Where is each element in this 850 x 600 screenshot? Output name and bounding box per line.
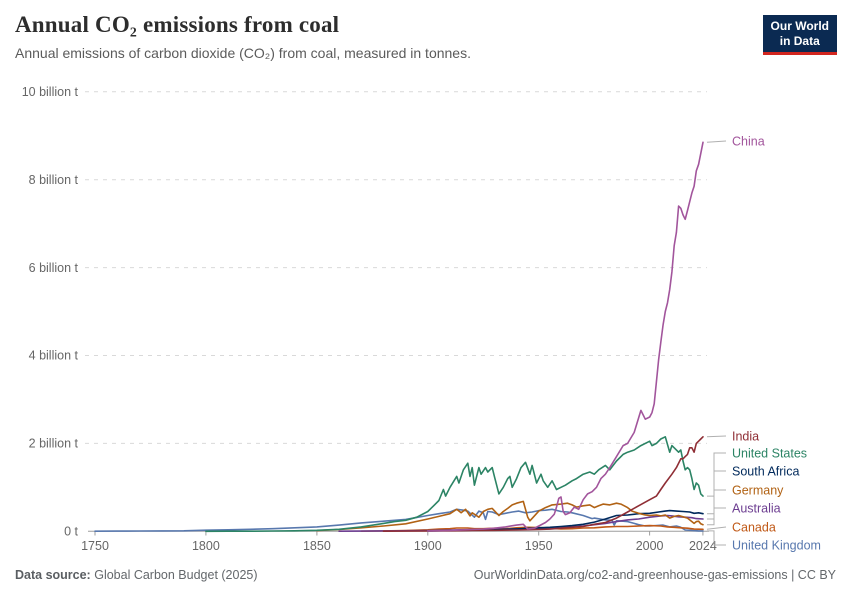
series-label-china[interactable]: China: [732, 135, 765, 149]
line-india[interactable]: [382, 435, 704, 533]
x-tick-label-2000: 2000: [636, 539, 664, 553]
line-south-africa[interactable]: [426, 509, 704, 532]
label-connector-germany: [707, 489, 726, 526]
label-connector-canada: [706, 526, 727, 530]
label-connector-china: [706, 140, 727, 143]
y-axis-labels: 0 t 2 billion t 4 billion t 6 billion t …: [22, 85, 79, 539]
chart-subtitle: Annual emissions of carbon dioxide (CO₂)…: [15, 45, 471, 61]
label-connector-south-africa: [707, 470, 726, 515]
series-label-india[interactable]: India: [732, 430, 759, 444]
series-label-australia[interactable]: Australia: [732, 502, 781, 516]
series-label-united-kingdom[interactable]: United Kingdom: [732, 539, 821, 553]
series-label-canada[interactable]: Canada: [732, 521, 776, 535]
series-lines: [94, 141, 704, 533]
gridlines: [85, 91, 709, 532]
line-germany[interactable]: [316, 500, 704, 532]
line-china[interactable]: [426, 141, 704, 532]
y-tick-label-2: 2 billion t: [29, 437, 79, 451]
owid-logo[interactable]: Our World in Data: [762, 15, 837, 55]
chart-footer: Data source: Global Carbon Budget (2025)…: [15, 568, 836, 582]
x-tick-label-1900: 1900: [414, 539, 442, 553]
x-tick-label-1800: 1800: [192, 539, 220, 553]
owid-logo-line1: Our World: [770, 19, 829, 33]
x-tick-label-2024: 2024: [689, 539, 717, 553]
series-label-connectors: [706, 140, 727, 546]
series-label-united-states[interactable]: United States: [732, 447, 807, 461]
data-source-label: Data source:: [15, 568, 91, 582]
y-tick-label-10: 10 billion t: [22, 85, 79, 99]
label-connector-united-states: [707, 452, 726, 497]
page-title: Annual CO₂ emissions from coal: [15, 12, 340, 37]
chart-header: Annual CO₂ emissions from coal Annual em…: [15, 12, 755, 61]
x-tick-label-1850: 1850: [303, 539, 331, 553]
y-tick-label-6: 6 billion t: [29, 261, 79, 275]
series-label-germany[interactable]: Germany: [732, 484, 784, 498]
label-connector-india: [706, 435, 727, 438]
series-labels: China India United States South Africa G…: [732, 135, 821, 553]
y-tick-label-0: 0 t: [64, 525, 78, 539]
data-source-text[interactable]: Global Carbon Budget (2025): [94, 568, 258, 582]
y-tick-label-4: 4 billion t: [29, 349, 79, 363]
x-axis-labels: 1750 1800 1850 1900 1950 2000 2024: [81, 539, 717, 553]
data-source: Data source: Global Carbon Budget (2025): [15, 568, 258, 582]
x-tick-label-1750: 1750: [81, 539, 109, 553]
label-connector-united-kingdom: [707, 530, 726, 546]
series-label-south-africa[interactable]: South Africa: [732, 465, 799, 479]
y-tick-label-8: 8 billion t: [29, 173, 79, 187]
x-tick-label-1950: 1950: [525, 539, 553, 553]
license-credit[interactable]: OurWorldinData.org/co2-and-greenhouse-ga…: [473, 568, 836, 582]
owid-logo-line2: in Data: [779, 34, 820, 48]
line-united-states[interactable]: [205, 435, 704, 533]
